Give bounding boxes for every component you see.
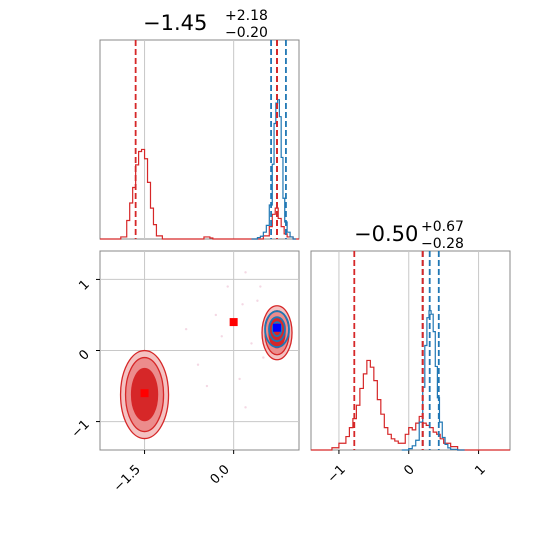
- hist-y-frame: [310, 250, 511, 451]
- hist-x-panel: [100, 40, 299, 240]
- scatter-x-tick-label-0.0: 0.0: [208, 462, 233, 487]
- red-square-marker: [140, 389, 149, 398]
- scatter-sample-point: [184, 327, 188, 331]
- hist-x-title-sub: −0.20: [225, 25, 268, 41]
- scatter-sample-point: [244, 271, 247, 274]
- red-square-marker: [229, 318, 238, 327]
- scatter-sample-point: [262, 356, 265, 359]
- hist-x-title-value: −1.45: [143, 11, 207, 35]
- scatter-x-tick-label-neg1.5: −1.5: [111, 462, 144, 495]
- blue-contour-inner: [271, 321, 283, 338]
- scatter-sample-point: [250, 342, 253, 345]
- scatter-panel: [96, 251, 299, 454]
- scatter-sample-point: [244, 406, 247, 409]
- hist-y-blue-histogram: [401, 310, 465, 451]
- scatter-y-tick-label-neg1: −1: [69, 417, 93, 441]
- scatter-sample-point: [256, 299, 259, 302]
- hist-x-title-sup: +2.18: [225, 8, 268, 24]
- hist-y-x-tick-label-1: 1: [472, 462, 488, 478]
- hist-x-blue-histogram: [251, 99, 297, 240]
- scatter-sample-point: [214, 313, 218, 317]
- hist-y-x-tick-label-neg1: −1: [325, 462, 349, 486]
- hist-x-red-histogram: [100, 148, 299, 240]
- scatter-y-tick-label-0: 0: [76, 347, 92, 363]
- scatter-sample-point: [259, 285, 262, 288]
- hist-y-panel: [311, 251, 510, 454]
- scatter-sample-point: [205, 384, 209, 388]
- hist-y-x-tick-label-0: 0: [401, 462, 417, 478]
- hist-y-title-sup: +0.67: [421, 219, 464, 235]
- blue-square-marker: [273, 323, 282, 332]
- scatter-y-tick-label-1: 1: [76, 277, 92, 293]
- scatter-sample-point: [220, 335, 223, 338]
- scatter-sample-point: [196, 363, 200, 366]
- hist-y-red-histogram: [311, 359, 510, 451]
- scatter-sample-point: [226, 285, 229, 288]
- scatter-sample-point: [238, 377, 241, 381]
- blue-contour-outer: [264, 310, 290, 349]
- scatter-sample-point: [241, 303, 244, 306]
- hist-y-title-value: −0.50: [354, 222, 418, 246]
- hist-y-title-sub: −0.28: [421, 236, 464, 252]
- blue-contour-middle: [268, 316, 286, 343]
